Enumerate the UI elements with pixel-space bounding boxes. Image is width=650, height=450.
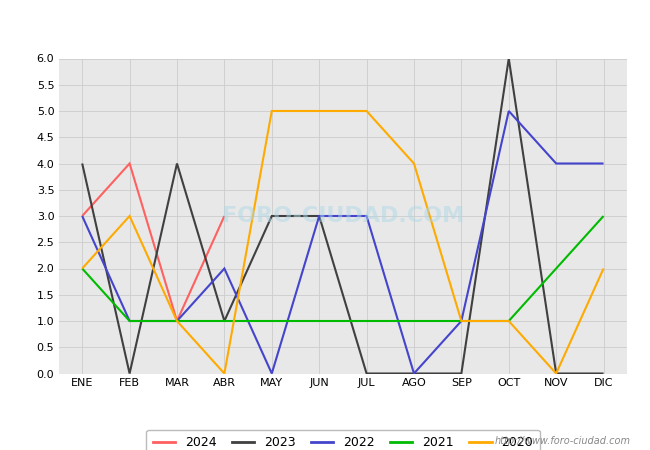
Text: http://www.foro-ciudad.com: http://www.foro-ciudad.com [495,436,630,446]
Legend: 2024, 2023, 2022, 2021, 2020: 2024, 2023, 2022, 2021, 2020 [146,430,540,450]
Text: FORO-CIUDAD.COM: FORO-CIUDAD.COM [222,206,464,226]
Text: Matriculaciones de Vehiculos en Nogueira de Ramuín: Matriculaciones de Vehiculos en Nogueira… [104,15,546,34]
